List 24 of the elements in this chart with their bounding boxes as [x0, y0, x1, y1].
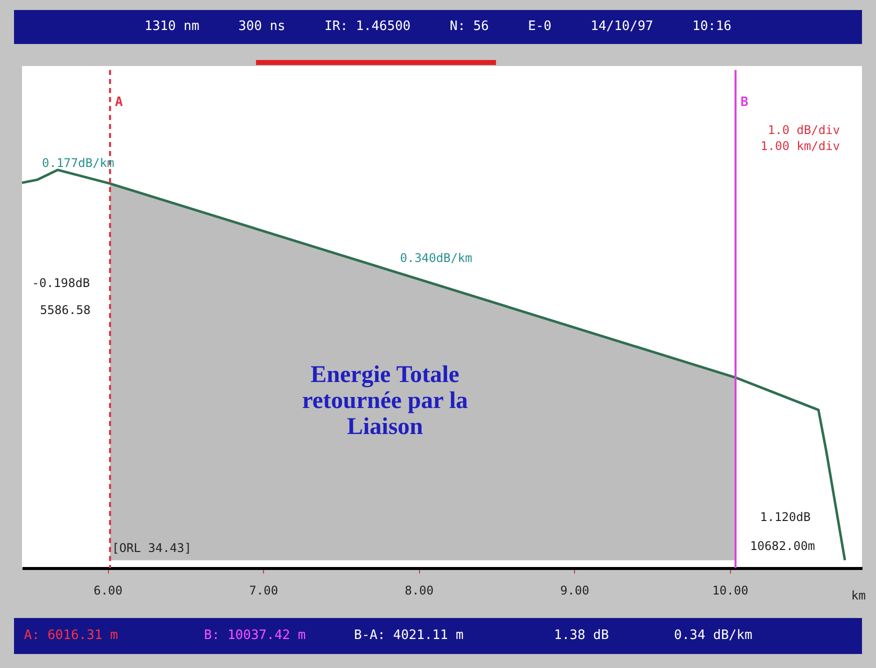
text: B: 10037.42 m: [204, 627, 306, 645]
text: 1.38 dB: [554, 627, 609, 645]
annotation: 1.120dB: [760, 510, 811, 524]
annotation: Energie Totale retournée par la Liaison: [302, 362, 468, 440]
x-tick-label: 9.00: [560, 584, 590, 598]
text: A: 6016.31 m: [24, 627, 118, 645]
annotation: -0.198dB: [32, 276, 90, 290]
x-axis-title: km: [851, 588, 866, 602]
x-tick-label: 10.00: [712, 584, 748, 598]
x-tick-label: 7.00: [249, 584, 278, 598]
annotation: 0.340dB/km: [400, 251, 472, 265]
text: 0.34 dB/km: [674, 627, 752, 645]
ref-line-label: A: [115, 95, 124, 110]
text: 1.0 dB/div: [768, 123, 840, 137]
x-tick-label: 6.00: [94, 584, 123, 598]
text: 1.00 km/div: [760, 139, 840, 153]
chart-title: 1310 nm 300 ns IR: 1.46500 N: 56 E-0 14/10/97 10:16: [14, 10, 862, 44]
text: B-A: 4021.11 m: [354, 627, 464, 645]
x-tick-label: 8.00: [404, 584, 434, 598]
annotation: [ORL 34.43]: [112, 541, 192, 555]
annotation: 0.177dB/km: [42, 156, 114, 170]
annotation: 10682.00m: [750, 539, 816, 553]
annotation: 5586.58: [40, 303, 91, 317]
ref-line-label: B: [740, 95, 749, 110]
